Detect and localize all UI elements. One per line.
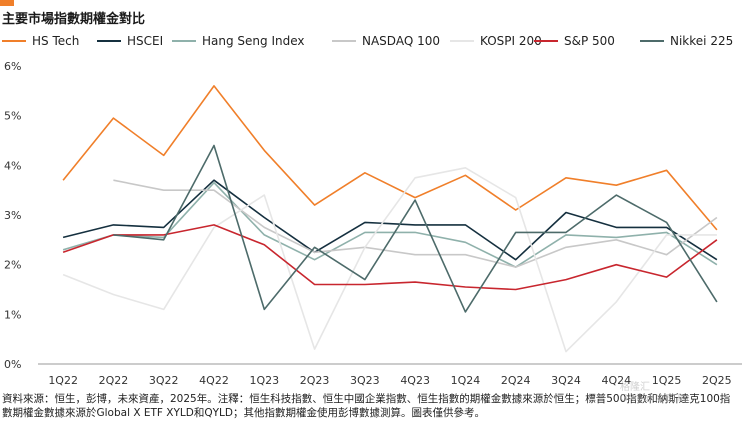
x-tick-label: 4Q22 [199,374,229,387]
y-tick-label: 1% [4,308,21,321]
legend-swatch [450,40,474,42]
watermark: 格隆汇 Global X ETFs [620,378,738,418]
watermark-line-2: Global X ETFs [620,393,689,404]
title-accent-bar [0,0,14,6]
source-note: 資料來源：恒生，彭博，未來資產，2025年。注釋：恒生科技指數、恒生中國企業指數… [2,393,731,419]
series-line-nasdaq-100 [113,179,718,268]
legend-swatch [640,40,664,42]
x-tick-label: 3Q22 [149,374,179,387]
legend-item-6: Nikkei 225 [640,34,733,48]
legend-label: NASDAQ 100 [362,34,440,48]
legend-label: HSCEI [127,34,164,48]
series-line-hscei [62,179,718,261]
chart-legend: HS Tech HSCEI Hang Seng Index NASDAQ 100 KOS… [2,34,740,52]
x-tick-label: 2Q22 [99,374,129,387]
chart-title: 主要市場指數期權金對比 [2,12,146,27]
y-tick-label: 4% [4,159,21,172]
series-line-kospi-200 [62,167,717,353]
series-line-s-p-500 [62,224,718,291]
y-tick-label: 0% [4,358,21,371]
y-tick-label: 6% [4,60,21,73]
legend-label: Nikkei 225 [670,34,734,48]
legend-swatch [172,40,196,42]
x-tick-label: 2Q25 [702,374,732,387]
legend-item-0: HS Tech [2,34,79,48]
x-tick-label: 1Q22 [48,374,78,387]
legend-swatch [534,40,558,42]
legend-item-5: S&P 500 [534,34,615,48]
legend-label: KOSPI 200 [480,34,542,48]
x-tick-label: 2Q24 [501,374,531,387]
legend-swatch [2,40,26,42]
legend-swatch [332,40,356,42]
x-tick-label: 1Q24 [451,374,481,387]
x-tick-label: 3Q23 [350,374,380,387]
legend-item-2: Hang Seng Index [172,34,305,48]
line-chart: 0% 1% 2% 3% 4% 5% 6% 1Q22 2Q22 3Q22 4Q22 1Q23 2Q23 3Q… [4,60,742,387]
x-tick-label: 4Q23 [400,374,430,387]
x-tick-label: 2Q23 [300,374,330,387]
legend-item-1: HSCEI [97,34,163,48]
y-tick-label: 3% [4,209,21,222]
y-tick-label: 5% [4,110,21,123]
x-tick-label: 1Q23 [249,374,279,387]
legend-item-4: KOSPI 200 [450,34,542,48]
y-tick-label: 2% [4,259,21,272]
legend-item-3: NASDAQ 100 [332,34,440,48]
legend-label: Hang Seng Index [202,34,305,48]
x-tick-label: 1Q25 [652,374,682,387]
legend-label: HS Tech [32,34,80,48]
legend-label: S&P 500 [564,34,615,48]
series-line-hs-tech [62,85,718,231]
watermark-line-1: 格隆汇 [620,382,650,393]
legend-swatch [97,40,121,42]
x-tick-label: 3Q24 [551,374,581,387]
series-line-nikkei-225 [113,144,718,313]
series-line-hang-seng-index [62,181,718,268]
x-tick-label: 4Q24 [601,374,631,387]
